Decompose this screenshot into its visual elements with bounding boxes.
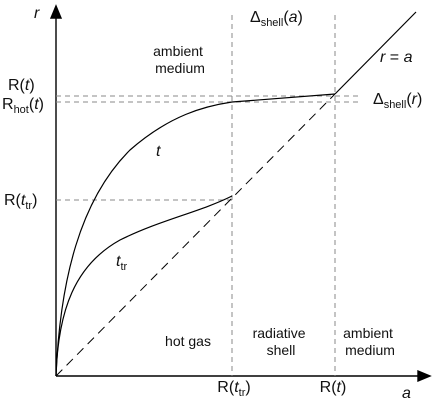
y-axis-arrowhead bbox=[49, 4, 63, 19]
delta-a-open: ( bbox=[283, 9, 289, 26]
region-ambient-medium-bottom: ambient medium bbox=[343, 325, 397, 358]
curve-t bbox=[55, 93, 336, 377]
ytick-R-hot-sub: hot bbox=[14, 104, 29, 116]
ttr-sub: tr bbox=[120, 261, 127, 273]
ytick-R-hot-close: ) bbox=[39, 96, 44, 113]
ytick-R-hot-arg: t bbox=[34, 96, 39, 113]
x-axis-arrowhead bbox=[417, 369, 432, 383]
delta-a-sub: shell bbox=[261, 17, 284, 29]
guide-lines bbox=[56, 15, 358, 376]
ambient-top-line2: medium bbox=[155, 60, 205, 76]
ambient-bottom-line1: ambient bbox=[343, 325, 393, 341]
delta-r-sub: shell bbox=[384, 99, 407, 111]
r-eq-a-lhs: r bbox=[380, 49, 386, 66]
ytick-R-t-arg: t bbox=[25, 77, 30, 94]
region-radiative-shell: radiative shell bbox=[253, 325, 310, 358]
ytick-R-hot: Rhot(t) bbox=[2, 96, 44, 116]
xtick-R-ttr-base: R( bbox=[217, 379, 235, 396]
ytick-R-t-base: R( bbox=[8, 77, 26, 94]
ttr-base: t bbox=[116, 253, 121, 270]
label-r-equals-a: r = a bbox=[380, 49, 413, 66]
label-delta-shell-a: Δshell(a) bbox=[250, 9, 303, 29]
label-curve-ttr: ttr bbox=[116, 253, 128, 273]
delta-r-open: ( bbox=[406, 91, 412, 108]
r-eq-a-rhs: a bbox=[404, 49, 413, 66]
radiative-line1: radiative bbox=[253, 325, 306, 341]
r-eq-a-eq: = bbox=[385, 49, 403, 66]
diagonal-r-equals-a-solid bbox=[334, 11, 417, 95]
xtick-R-ttr-arg: t bbox=[234, 379, 239, 396]
xtick-R-t-arg: t bbox=[337, 379, 342, 396]
ytick-R-t-close: ) bbox=[29, 77, 34, 94]
label-delta-shell-r: Δshell(r) bbox=[373, 91, 422, 111]
xtick-R-ttr-close: ) bbox=[245, 379, 250, 396]
delta-a-arg: a bbox=[289, 9, 298, 26]
delta-a-close: ) bbox=[298, 9, 303, 26]
ytick-R-ttr-base: R( bbox=[4, 192, 22, 209]
ambient-bottom-line2: medium bbox=[345, 342, 395, 358]
x-axis-label: a bbox=[402, 385, 411, 402]
xtick-R-ttr: R(ttr) bbox=[217, 379, 250, 399]
ytick-R-ttr-arg: t bbox=[21, 192, 26, 209]
ytick-R-ttr-sub: tr bbox=[25, 200, 32, 212]
ytick-R-ttr-close: ) bbox=[32, 192, 37, 209]
ytick-R-t: R(t) bbox=[8, 77, 35, 94]
xtick-R-ttr-sub: tr bbox=[239, 387, 246, 399]
xtick-R-t: R(t) bbox=[320, 379, 347, 396]
y-axis-label: r bbox=[34, 5, 40, 22]
ambient-top-line1: ambient bbox=[153, 43, 203, 59]
xtick-R-t-close: ) bbox=[341, 379, 346, 396]
delta-r-arg: r bbox=[412, 91, 418, 108]
ytick-R-hot-open: ( bbox=[29, 96, 35, 113]
axes bbox=[49, 4, 432, 383]
delta-a-base: Δ bbox=[250, 9, 261, 26]
ytick-R-hot-base: R bbox=[2, 96, 14, 113]
delta-r-close: ) bbox=[417, 91, 422, 108]
region-ambient-medium-top: ambient medium bbox=[153, 43, 207, 76]
xtick-R-t-base: R( bbox=[320, 379, 338, 396]
delta-r-base: Δ bbox=[373, 91, 384, 108]
radiative-line2: shell bbox=[267, 342, 296, 358]
region-hot-gas: hot gas bbox=[165, 333, 211, 349]
curve-ttr bbox=[55, 195, 233, 377]
hot-gas-line1: hot gas bbox=[165, 333, 211, 349]
label-curve-t: t bbox=[156, 143, 161, 160]
diagonal-r-equals-a-dashed bbox=[55, 93, 336, 377]
ytick-R-ttr: R(ttr) bbox=[4, 192, 37, 212]
